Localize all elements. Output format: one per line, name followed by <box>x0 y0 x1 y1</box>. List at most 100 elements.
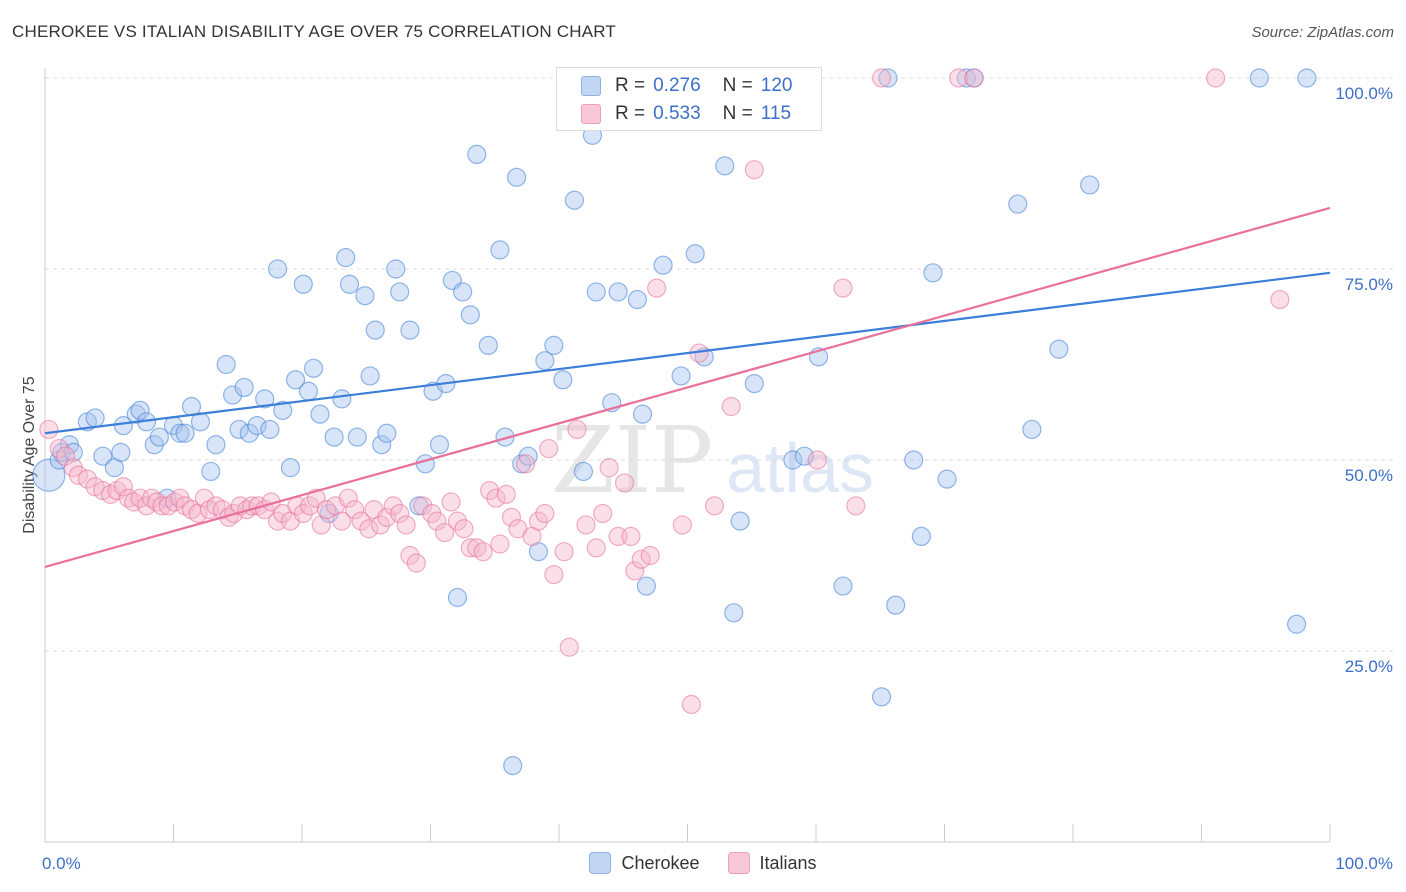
cherokee-point <box>923 263 943 283</box>
italians-point <box>490 534 510 554</box>
cherokee-point <box>730 511 750 531</box>
cherokee-point <box>911 526 931 547</box>
italians-point <box>311 515 331 535</box>
cherokee-point <box>608 282 628 302</box>
cherokee-point <box>386 259 406 279</box>
cherokee-point <box>453 282 473 302</box>
cherokee-swatch <box>581 76 601 96</box>
italians-point <box>383 496 403 516</box>
cherokee-point <box>303 358 324 378</box>
italians-point <box>576 515 596 535</box>
cherokee-point <box>447 587 468 608</box>
italians-point <box>390 503 410 524</box>
axes <box>44 68 1331 843</box>
cherokee-point <box>833 576 853 596</box>
chart-title: CHEROKEE VS ITALIAN DISABILITY AGE OVER … <box>12 22 617 41</box>
cherokee-point <box>239 423 259 443</box>
italians-point <box>672 515 692 535</box>
cherokee-point <box>170 423 190 443</box>
cherokee-point <box>490 240 510 260</box>
correlation-legend: R = 0.276 N = 120 R = 0.533 N = 115 <box>556 67 822 131</box>
cherokee-point <box>93 446 113 466</box>
italians-point <box>345 500 365 520</box>
italians-point <box>427 511 447 531</box>
x-tick-label-min: 0.0% <box>42 854 81 873</box>
cherokee-point <box>564 190 585 210</box>
italians-point <box>559 637 579 657</box>
italians-point <box>212 500 232 520</box>
italians-point <box>621 526 641 547</box>
italians-point <box>332 511 352 531</box>
italians-point <box>447 511 468 531</box>
italians-point <box>142 488 162 508</box>
trend-lines <box>44 206 1331 569</box>
legend-row-italians: R = 0.533 N = 115 <box>581 101 791 127</box>
italians-point <box>454 519 474 539</box>
cherokee-point <box>293 274 313 294</box>
italians-point <box>39 419 59 440</box>
italians-point <box>599 458 619 478</box>
cherokee-point <box>573 461 594 482</box>
italians-point <box>554 542 574 562</box>
italians-point <box>593 503 613 524</box>
italians-point <box>567 419 587 440</box>
cherokee-point <box>1286 614 1307 634</box>
italians-point <box>351 511 371 531</box>
cherokee-point <box>390 282 410 302</box>
italians-point <box>377 507 397 527</box>
cherokee-point <box>400 320 420 340</box>
italians-point <box>118 488 139 508</box>
cherokee-points <box>32 68 1317 776</box>
cherokee-point <box>744 374 764 394</box>
watermark-atlas: atlas <box>726 429 874 507</box>
legend-row-cherokee: R = 0.276 N = 120 <box>581 73 792 99</box>
italians-point <box>400 545 420 566</box>
italians-point <box>640 545 660 566</box>
cherokee-point <box>904 450 924 470</box>
legend-item-italians: Italians <box>727 852 817 874</box>
cherokee-point <box>878 68 898 88</box>
cherokee-trend-line <box>44 271 1331 435</box>
cherokee-point <box>365 320 385 340</box>
italians-point <box>681 694 701 715</box>
series-legend: Cherokee Italians <box>0 852 1406 874</box>
cherokee-point <box>85 408 105 428</box>
cherokee-point <box>355 286 375 306</box>
cherokee-point <box>216 354 236 375</box>
cherokee-point <box>724 603 744 623</box>
italians-point <box>1206 68 1226 88</box>
cherokee-r-value: 0.276 <box>653 75 701 96</box>
italians-point <box>846 496 866 516</box>
italians-trend-line <box>44 206 1331 569</box>
italians-point <box>721 396 741 417</box>
italians-point <box>539 438 559 459</box>
cherokee-point <box>503 755 523 776</box>
cherokee-point <box>715 156 735 176</box>
cherokee-point <box>653 255 673 275</box>
italians-swatch <box>581 104 601 124</box>
italians-point <box>165 492 185 512</box>
y-tick-label: 75.0% <box>1345 275 1393 294</box>
cherokee-point <box>260 419 280 440</box>
cherokee-point <box>794 446 815 466</box>
cherokee-point <box>347 427 367 447</box>
cherokee-r-label: R = <box>615 75 646 96</box>
italians-legend-swatch <box>727 852 750 874</box>
cherokee-point <box>1249 68 1269 88</box>
watermark: ZIP atlas <box>551 407 874 514</box>
cherokee-legend-swatch <box>589 852 612 874</box>
cherokee-point <box>360 366 380 386</box>
italians-point <box>586 538 606 558</box>
cherokee-legend-label: Cherokee <box>621 852 700 873</box>
cherokee-point <box>636 576 656 596</box>
italians-point <box>964 68 984 88</box>
cherokee-point <box>671 366 691 386</box>
cherokee-point <box>175 423 195 443</box>
italians-point <box>486 488 506 508</box>
italians-n-label: N = <box>722 103 753 124</box>
cherokee-point <box>1049 339 1069 359</box>
cherokee-point <box>372 435 392 455</box>
cherokee-point <box>126 404 146 424</box>
italians-point <box>370 515 390 535</box>
italians-point <box>501 507 522 527</box>
